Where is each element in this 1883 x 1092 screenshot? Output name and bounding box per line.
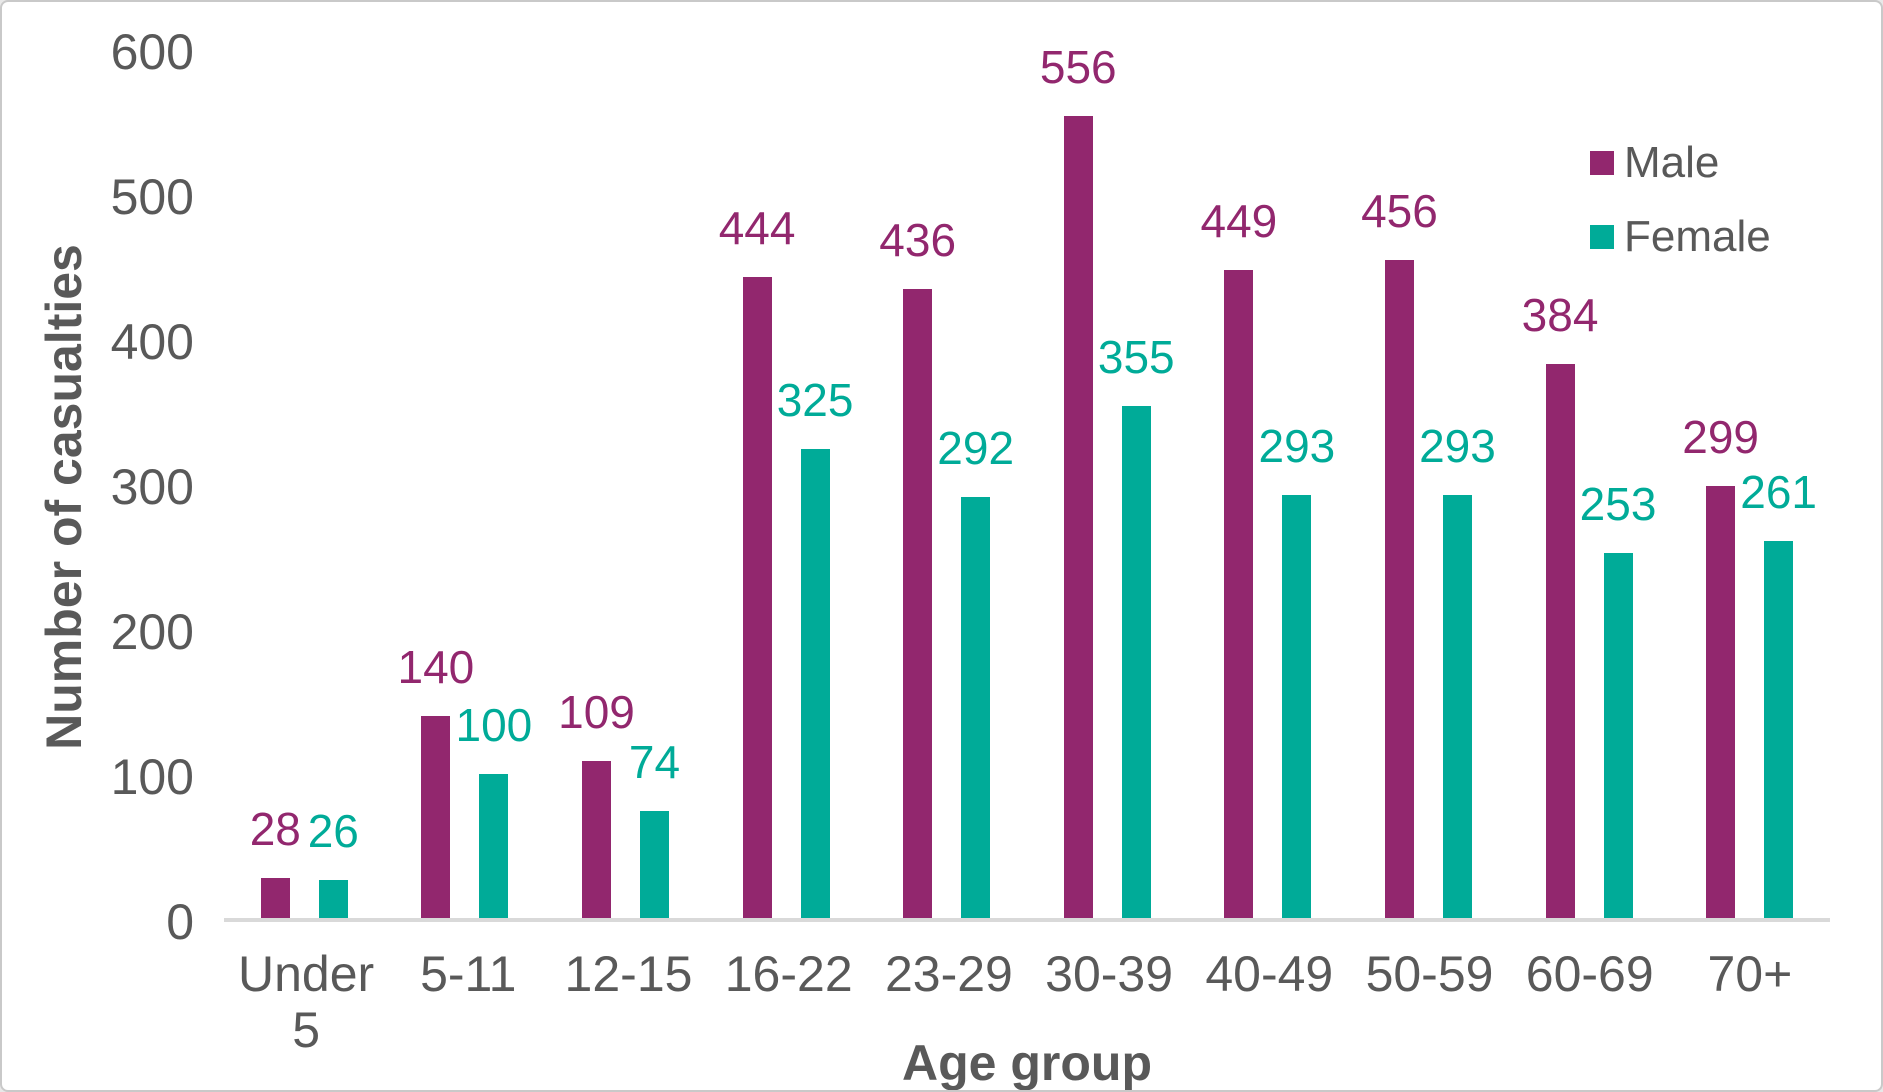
male-bar-value-label: 444 bbox=[718, 202, 796, 255]
female-bar-value-label: 74 bbox=[628, 736, 681, 789]
legend-label-male: Male bbox=[1624, 138, 1720, 187]
female-bar-slot: 292 bbox=[937, 52, 1014, 918]
female-bar-slot: 293 bbox=[1258, 52, 1335, 918]
male-bar-value-label: 299 bbox=[1682, 411, 1760, 464]
bar-group: 384 253 bbox=[1509, 52, 1670, 918]
x-axis-tick-labels: Under 5 5-11 12-15 16-22 23-29 30-39 40-49 50-5… bbox=[224, 946, 1830, 1058]
y-tick-label: 0 bbox=[166, 894, 194, 950]
bar-group: 556 355 bbox=[1027, 44, 1188, 918]
bar-group: 28 26 bbox=[224, 52, 385, 918]
bar-group: 449 293 bbox=[1188, 52, 1349, 918]
male-bar bbox=[581, 760, 611, 918]
female-bar bbox=[1282, 495, 1312, 918]
male-bar-value-label: 556 bbox=[1039, 40, 1117, 93]
legend: Male Female bbox=[1590, 140, 1771, 260]
female-bar bbox=[1121, 405, 1151, 918]
male-bar bbox=[1224, 269, 1254, 918]
male-bar bbox=[1384, 259, 1414, 918]
female-series-swatch bbox=[1590, 225, 1614, 249]
female-bar-value-label: 253 bbox=[1579, 477, 1657, 530]
bar-group: 444 325 bbox=[706, 52, 867, 918]
x-tick-label: 50-59 bbox=[1365, 946, 1494, 1002]
x-tick-label: 5-11 bbox=[420, 946, 517, 1002]
female-bar-slot: 74 bbox=[629, 52, 680, 918]
female-bar bbox=[479, 773, 509, 918]
female-bar bbox=[1764, 541, 1794, 918]
male-bar-slot: 449 bbox=[1200, 52, 1277, 918]
male-bar-value-label: 456 bbox=[1361, 184, 1438, 237]
x-tick-label: 70+ bbox=[1707, 946, 1793, 1002]
male-bar-value-label: 436 bbox=[879, 213, 957, 266]
male-bar bbox=[1706, 486, 1736, 918]
female-bar bbox=[1603, 552, 1633, 918]
x-tick-label: 16-22 bbox=[724, 946, 853, 1002]
bar-group: 140 100 bbox=[385, 52, 546, 918]
female-bar-value-label: 292 bbox=[937, 421, 1015, 474]
y-tick-label: 600 bbox=[110, 24, 194, 80]
male-bar-value-label: 140 bbox=[397, 640, 475, 693]
male-bar bbox=[1545, 363, 1575, 918]
female-bar-slot: 355 bbox=[1098, 52, 1175, 918]
male-bar-slot: 140 bbox=[398, 52, 474, 918]
bar-group: 436 292 bbox=[866, 52, 1027, 918]
male-series-swatch bbox=[1590, 151, 1614, 175]
female-bar-slot: 100 bbox=[456, 52, 532, 918]
bar-group: 299 261 bbox=[1669, 52, 1830, 918]
male-bar bbox=[260, 877, 290, 918]
female-bar-value-label: 325 bbox=[776, 373, 854, 426]
male-bar-slot: 436 bbox=[879, 52, 956, 918]
female-bar-slot: 253 bbox=[1580, 52, 1656, 918]
male-bar-slot: 384 bbox=[1522, 52, 1598, 918]
x-axis-title: Age group bbox=[902, 1035, 1152, 1091]
female-bar-value-label: 293 bbox=[1258, 420, 1336, 473]
y-tick-label: 400 bbox=[110, 314, 194, 370]
male-bar-slot: 109 bbox=[558, 52, 635, 918]
x-tick-label: 30-39 bbox=[1045, 946, 1174, 1002]
male-bar-slot: 456 bbox=[1361, 52, 1438, 918]
female-bar-value-label: 26 bbox=[307, 805, 359, 858]
male-bar-slot: 299 bbox=[1682, 52, 1759, 918]
male-bar bbox=[742, 277, 772, 918]
female-bar bbox=[1442, 495, 1472, 918]
x-tick-label: 60-69 bbox=[1525, 946, 1654, 1002]
female-bar-value-label: 355 bbox=[1097, 330, 1175, 383]
bar-group: 109 74 bbox=[545, 52, 706, 918]
x-tick-label: 23-29 bbox=[884, 946, 1013, 1002]
y-tick-label: 500 bbox=[110, 169, 194, 225]
male-bar-value-label: 28 bbox=[249, 802, 301, 855]
female-bar bbox=[800, 448, 830, 918]
legend-item-male: Male bbox=[1590, 140, 1771, 186]
legend-label-female: Female bbox=[1624, 212, 1771, 261]
male-bar-value-label: 384 bbox=[1521, 288, 1599, 341]
legend-item-female: Female bbox=[1590, 214, 1771, 260]
male-bar-value-label: 449 bbox=[1200, 194, 1278, 247]
female-bar bbox=[961, 496, 991, 918]
bar-group: 456 293 bbox=[1348, 52, 1509, 918]
x-tick-label: 40-49 bbox=[1205, 946, 1334, 1002]
y-tick-label: 300 bbox=[110, 459, 194, 515]
male-bar-slot: 444 bbox=[719, 52, 795, 918]
female-bar-value-label: 261 bbox=[1740, 466, 1818, 519]
female-bar-slot: 325 bbox=[777, 52, 853, 918]
male-bar bbox=[421, 715, 451, 918]
y-tick-label: 100 bbox=[110, 749, 194, 805]
y-axis-tick-labels: 0 100 200 300 400 500 600 bbox=[2, 27, 194, 947]
male-bar bbox=[1063, 115, 1093, 918]
x-tick-label: 12-15 bbox=[564, 946, 693, 1002]
female-bar bbox=[639, 811, 669, 918]
male-bar-value-label: 109 bbox=[558, 685, 635, 738]
male-bar-slot: 28 bbox=[250, 52, 301, 918]
female-bar-slot: 26 bbox=[308, 52, 359, 918]
female-bar-value-label: 100 bbox=[455, 698, 533, 751]
plot-area: 28 26 140 100 109 74 444 325 436 292 556 355 449 293 4… bbox=[224, 44, 1830, 922]
male-bar bbox=[903, 288, 933, 918]
female-bar-slot: 293 bbox=[1419, 52, 1496, 918]
female-bar bbox=[318, 880, 348, 918]
male-bar-slot: 556 bbox=[1040, 44, 1117, 918]
female-bar-value-label: 293 bbox=[1419, 420, 1496, 473]
y-tick-label: 200 bbox=[110, 604, 194, 660]
female-bar-slot: 261 bbox=[1740, 52, 1817, 918]
x-tick-label: Under 5 bbox=[238, 946, 375, 1058]
